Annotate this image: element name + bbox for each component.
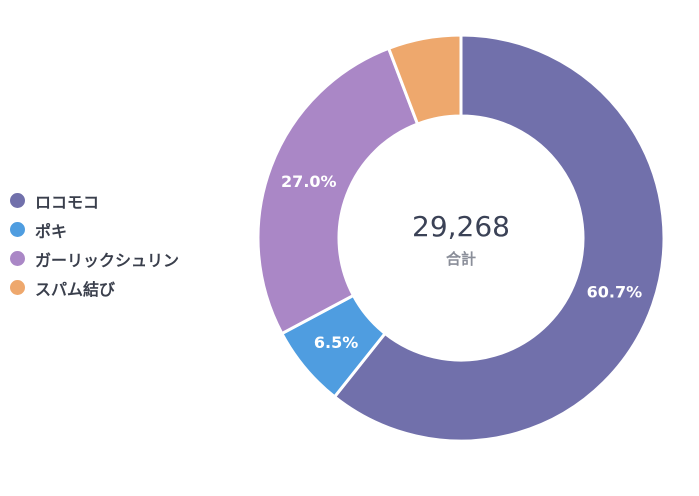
legend-label-garlic-shrimp: ガーリックシュリン bbox=[35, 250, 180, 270]
total-label: 合計 bbox=[445, 250, 476, 268]
legend-label-poke: ポキ bbox=[35, 221, 68, 241]
slice-garlic-shrimp[interactable] bbox=[256, 46, 420, 336]
legend-swatch-garlic-shrimp bbox=[10, 251, 25, 266]
donut-slices bbox=[256, 33, 666, 443]
legend-item-loco-moco[interactable]: ロコモコ bbox=[10, 186, 179, 215]
slice-loco-moco[interactable] bbox=[333, 33, 666, 443]
legend-swatch-poke bbox=[10, 222, 25, 237]
legend-item-poke[interactable]: ポキ bbox=[10, 215, 179, 244]
legend-label-spam-musubi: スパム結び bbox=[35, 279, 116, 299]
legend-swatch-spam-musubi bbox=[10, 280, 25, 295]
legend-swatch-loco-moco bbox=[10, 193, 25, 208]
slice-label-garlic-shrimp: 27.0% bbox=[281, 172, 337, 191]
slice-label-loco-moco: 60.7% bbox=[587, 283, 643, 302]
chart-legend: ロコモコ ポキ ガーリックシュリン スパム結び bbox=[10, 186, 179, 302]
slice-label-poke: 6.5% bbox=[314, 333, 358, 352]
legend-item-spam-musubi[interactable]: スパム結び bbox=[10, 273, 179, 302]
total-value: 29,268 bbox=[412, 210, 510, 243]
legend-label-loco-moco: ロコモコ bbox=[35, 192, 100, 212]
legend-item-garlic-shrimp[interactable]: ガーリックシュリン bbox=[10, 244, 179, 273]
donut-slice-labels: 60.7% 6.5% 27.0% bbox=[281, 172, 642, 352]
slice-spam-musubi[interactable] bbox=[387, 33, 463, 126]
